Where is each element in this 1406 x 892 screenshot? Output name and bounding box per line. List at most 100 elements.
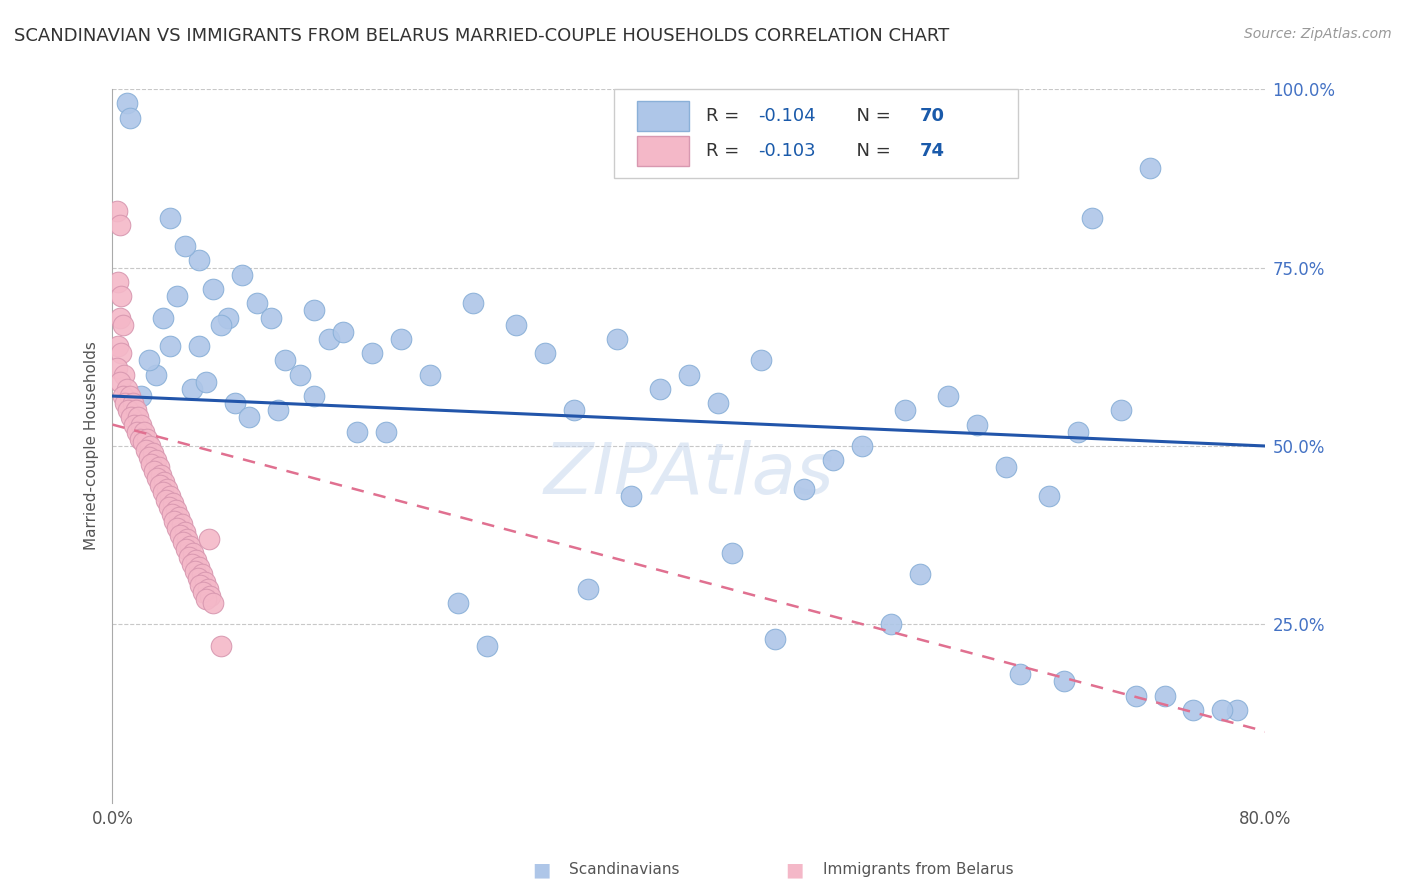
Point (157, 500, 180, 514)
Y-axis label: Married-couple Households: Married-couple Households (84, 342, 100, 550)
Point (176, 532, 198, 546)
Point (851, 439, 873, 453)
Point (361, 346, 384, 360)
Point (346, 425, 368, 439)
Point (217, 310, 239, 325)
Point (186, 571, 208, 585)
Point (195, 375, 218, 389)
Point (194, 574, 217, 589)
Point (159, 339, 181, 353)
Point (202, 282, 225, 296)
Point (191, 567, 214, 582)
Point (128, 432, 150, 446)
Point (707, 396, 730, 410)
Text: Source: ZipAtlas.com: Source: ZipAtlas.com (1244, 27, 1392, 41)
Point (332, 325, 354, 339)
Point (678, 368, 700, 382)
Point (184, 553, 207, 567)
Point (620, 489, 643, 503)
Point (117, 403, 139, 417)
Text: 70: 70 (920, 107, 945, 125)
Point (1139, 161, 1161, 175)
Point (160, 507, 183, 521)
Point (105, 360, 128, 375)
Point (260, 310, 283, 325)
FancyBboxPatch shape (637, 136, 689, 166)
Point (1153, 689, 1175, 703)
Point (127, 410, 149, 425)
Point (1182, 703, 1205, 717)
Point (1111, 403, 1133, 417)
Point (389, 332, 412, 346)
Point (195, 592, 218, 607)
Point (821, 453, 844, 467)
Point (114, 396, 136, 410)
Point (122, 417, 145, 432)
Point (894, 403, 917, 417)
Text: -0.103: -0.103 (758, 143, 815, 161)
Point (246, 296, 269, 310)
Point (202, 596, 225, 610)
Text: ZIPAtlas: ZIPAtlas (544, 440, 834, 509)
Point (1010, 667, 1032, 681)
Point (209, 318, 232, 332)
Point (477, 639, 499, 653)
Point (153, 475, 176, 489)
Point (159, 211, 181, 225)
Point (121, 396, 143, 410)
Point (198, 532, 221, 546)
Point (143, 464, 166, 478)
Point (650, 382, 672, 396)
Point (108, 218, 131, 232)
Point (765, 632, 787, 646)
Point (209, 639, 232, 653)
Point (749, 353, 772, 368)
Point (179, 539, 201, 553)
Point (145, 453, 167, 467)
Point (880, 617, 903, 632)
Point (562, 403, 585, 417)
Point (165, 503, 187, 517)
Point (118, 389, 141, 403)
Point (146, 471, 169, 485)
Text: ■: ■ (785, 860, 804, 880)
Point (173, 239, 195, 253)
Point (166, 521, 188, 535)
Point (231, 268, 253, 282)
Point (177, 549, 200, 564)
Point (115, 96, 138, 111)
Point (180, 557, 202, 571)
Point (318, 332, 340, 346)
Point (505, 318, 527, 332)
Point (304, 303, 326, 318)
Point (108, 310, 131, 325)
Point (138, 353, 160, 368)
Point (136, 432, 159, 446)
Point (108, 375, 131, 389)
Point (224, 396, 246, 410)
Point (167, 510, 190, 524)
Point (183, 564, 205, 578)
Text: Immigrants from Belarus: Immigrants from Belarus (823, 863, 1014, 877)
Point (105, 203, 128, 218)
Point (288, 368, 311, 382)
Point (145, 368, 167, 382)
Point (152, 310, 174, 325)
Point (188, 339, 211, 353)
Point (110, 346, 132, 360)
Point (132, 435, 155, 450)
FancyBboxPatch shape (614, 89, 1018, 178)
Point (606, 332, 628, 346)
Text: N =: N = (845, 107, 896, 125)
Point (238, 410, 260, 425)
Point (129, 417, 153, 432)
Point (156, 482, 179, 496)
Point (159, 489, 181, 503)
Point (267, 403, 290, 417)
Point (419, 368, 441, 382)
Point (190, 578, 212, 592)
Point (188, 560, 211, 574)
Point (166, 289, 188, 303)
Point (304, 389, 326, 403)
Text: -0.104: -0.104 (758, 107, 815, 125)
